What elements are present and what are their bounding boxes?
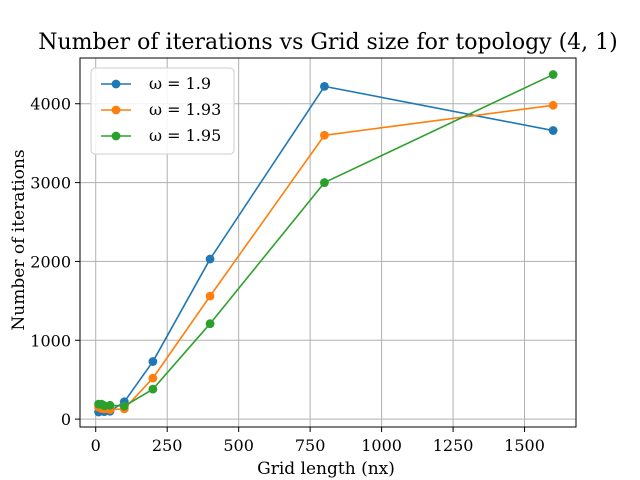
series-3-point <box>548 70 558 79</box>
series-layer <box>94 70 558 417</box>
legend-marker-3 <box>111 131 121 141</box>
series-2-point <box>548 100 558 110</box>
legend: ω = 1.9 ω = 1.93 ω = 1.95 <box>90 67 235 155</box>
legend-label-1: ω = 1.9 <box>149 74 211 93</box>
series-2-point <box>205 291 215 301</box>
x-axis-label: Grid length (nx) <box>257 459 395 479</box>
axis-ticks: 0 250 500 750 1000 1250 1500 0 1000 2000 3000 4000 <box>30 95 545 455</box>
y-tick-label: 4000 <box>30 95 71 114</box>
x-tick-label: 1000 <box>361 436 402 455</box>
legend-marker-1 <box>111 79 121 89</box>
legend-box <box>90 67 235 155</box>
x-tick-label: 750 <box>295 436 326 455</box>
series-2-point <box>320 130 329 140</box>
x-tick-label: 0 <box>91 436 101 455</box>
x-tick-label: 500 <box>223 436 254 455</box>
y-tick-label: 1000 <box>30 331 71 350</box>
x-tick-label: 250 <box>152 436 183 455</box>
legend-label-2: ω = 1.93 <box>149 100 221 119</box>
series-1-point <box>548 126 558 135</box>
legend-label-3: ω = 1.95 <box>149 126 221 145</box>
y-tick-label: 2000 <box>30 252 71 271</box>
x-tick-label: 1250 <box>433 436 474 455</box>
series-1-point <box>320 81 329 91</box>
series-3-point <box>320 178 329 187</box>
series-3-point <box>205 319 215 329</box>
series-3-point <box>119 401 129 411</box>
y-tick-label: 3000 <box>30 174 71 193</box>
series-1-point <box>148 357 158 366</box>
chart-title: Number of iterations vs Grid size for to… <box>38 30 617 55</box>
series-3 <box>94 70 558 411</box>
plot-area-frame <box>79 57 577 428</box>
y-tick-label: 0 <box>61 410 71 429</box>
series-2-point <box>148 373 158 383</box>
x-tick-label: 1500 <box>504 436 545 455</box>
legend-marker-2 <box>111 105 121 115</box>
series-3-point <box>105 400 115 410</box>
series-1-point <box>205 254 215 264</box>
y-axis-label: Number of iterations <box>9 149 29 330</box>
series-3-point <box>148 384 158 394</box>
